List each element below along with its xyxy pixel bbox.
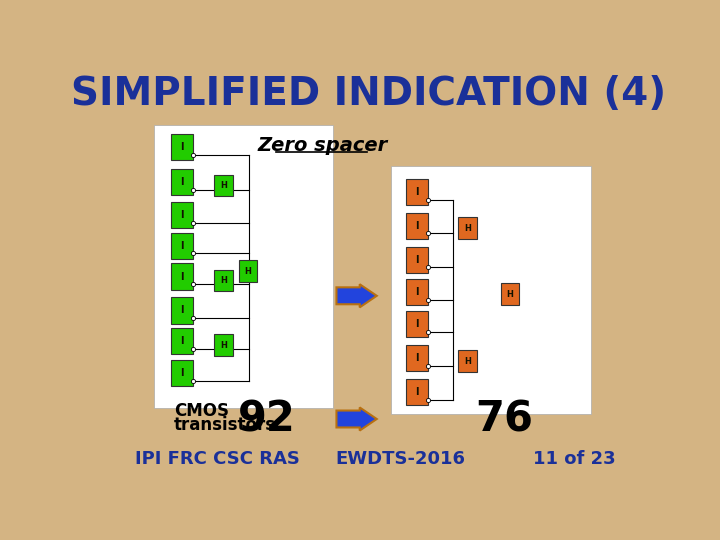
Text: EWDTS-2016: EWDTS-2016	[335, 450, 465, 468]
Text: I: I	[181, 272, 184, 281]
Text: 76: 76	[476, 398, 534, 440]
Bar	[171, 298, 193, 323]
Text: H: H	[220, 181, 227, 190]
Text: 92: 92	[238, 398, 296, 440]
Bar	[406, 213, 428, 239]
Bar	[171, 168, 193, 195]
Text: I: I	[415, 353, 419, 363]
Bar	[171, 233, 193, 259]
Bar	[214, 334, 233, 356]
Bar	[406, 379, 428, 405]
Bar	[171, 264, 193, 289]
Bar	[214, 269, 233, 291]
Bar	[214, 175, 233, 197]
Text: I: I	[415, 187, 419, 197]
Bar	[406, 179, 428, 205]
Bar	[391, 166, 590, 414]
Text: I: I	[181, 306, 184, 315]
Text: I: I	[415, 287, 419, 297]
Text: 11 of 23: 11 of 23	[533, 450, 616, 468]
Bar	[406, 311, 428, 338]
Text: H: H	[220, 341, 227, 349]
Text: IPI FRC CSC RAS: IPI FRC CSC RAS	[135, 450, 300, 468]
Text: I: I	[415, 319, 419, 329]
Text: I: I	[181, 210, 184, 220]
Bar	[171, 134, 193, 160]
Bar	[406, 345, 428, 372]
Bar	[458, 350, 477, 372]
FancyArrow shape	[336, 284, 377, 307]
Text: I: I	[415, 255, 419, 265]
Text: I: I	[181, 336, 184, 346]
Text: I: I	[181, 241, 184, 251]
Text: Zero spacer: Zero spacer	[257, 136, 387, 155]
Bar	[406, 247, 428, 273]
Text: H: H	[464, 357, 471, 366]
Bar	[171, 360, 193, 386]
Text: I: I	[181, 177, 184, 187]
Text: H: H	[220, 276, 227, 285]
Text: I: I	[415, 221, 419, 231]
FancyArrow shape	[336, 408, 377, 430]
Text: CMOS: CMOS	[174, 402, 229, 420]
Bar	[239, 260, 258, 282]
Bar	[171, 202, 193, 228]
Text: SIMPLIFIED INDICATION (4): SIMPLIFIED INDICATION (4)	[71, 75, 667, 113]
Text: I: I	[181, 368, 184, 378]
Text: H: H	[464, 224, 471, 233]
Bar	[458, 217, 477, 239]
Bar	[171, 328, 193, 354]
Bar	[500, 284, 519, 305]
Text: H: H	[245, 267, 251, 275]
Text: H: H	[507, 290, 513, 299]
Text: I: I	[415, 387, 419, 397]
Bar	[406, 279, 428, 305]
Bar	[153, 125, 333, 408]
Text: transistors:: transistors:	[174, 416, 282, 434]
Text: I: I	[181, 142, 184, 152]
